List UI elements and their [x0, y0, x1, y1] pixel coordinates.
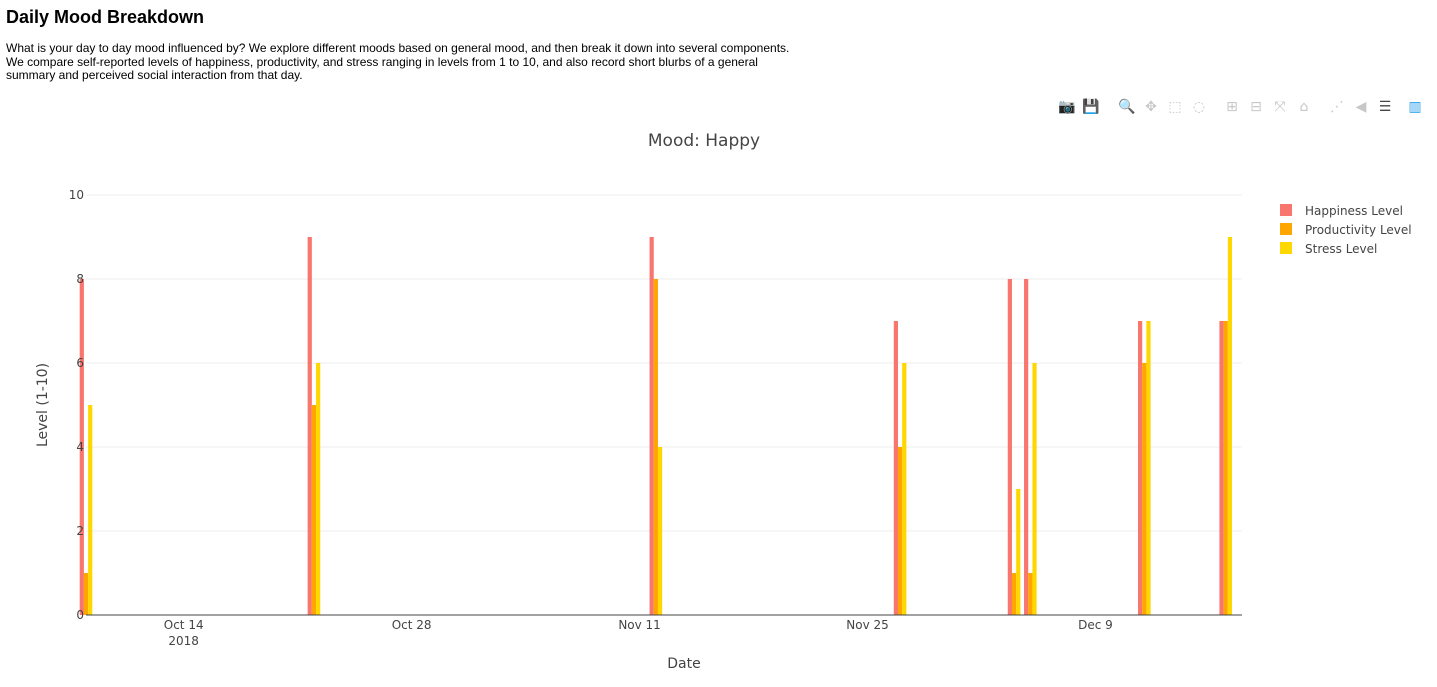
- legend-item[interactable]: Stress Level: [1280, 242, 1377, 256]
- y-tick-label: 6: [76, 356, 84, 370]
- bar-happiness-level[interactable]: [307, 237, 312, 615]
- zoom-in-icon[interactable]: ⊞: [1226, 99, 1238, 115]
- page-description: What is your day to day mood influenced …: [6, 41, 790, 82]
- y-tick-label: 2: [76, 524, 84, 538]
- hover-closest-icon[interactable]: ◀: [1355, 99, 1367, 115]
- bar-stress-level[interactable]: [1146, 321, 1151, 615]
- x-axis-label: Date: [667, 656, 700, 672]
- bar-stress-level[interactable]: [1227, 237, 1233, 615]
- y-tick-label: 8: [76, 272, 84, 286]
- legend-item[interactable]: Happiness Level: [1280, 204, 1403, 218]
- legend-label: Stress Level: [1305, 242, 1377, 256]
- legend-label: Happiness Level: [1305, 204, 1403, 218]
- bar-happiness-level[interactable]: [649, 237, 654, 615]
- hover-compare-icon[interactable]: ☰: [1378, 99, 1392, 115]
- bars-layer: [79, 237, 1233, 615]
- page-title: Daily Mood Breakdown: [6, 7, 205, 27]
- legend-swatch: [1280, 223, 1292, 235]
- page-header: Daily Mood Breakdown What is your day to…: [6, 6, 806, 83]
- bar-happiness-level[interactable]: [893, 321, 898, 615]
- bar-productivity-level[interactable]: [897, 447, 903, 615]
- plotly-logo-icon[interactable]: ▥: [1408, 99, 1422, 115]
- save-icon[interactable]: 💾: [1082, 99, 1100, 115]
- grid-lines: [86, 194, 1242, 532]
- bar-happiness-level[interactable]: [1219, 321, 1224, 615]
- y-tick-label: 10: [69, 188, 84, 202]
- x-tick-label: Oct 14: [164, 618, 204, 632]
- autoscale-icon[interactable]: ⤧: [1274, 99, 1286, 115]
- bar-stress-level[interactable]: [1016, 489, 1021, 615]
- lasso-select-icon[interactable]: ◌: [1192, 99, 1206, 115]
- legend-label: Productivity Level: [1305, 223, 1412, 237]
- home-icon[interactable]: ⌂: [1299, 99, 1309, 115]
- bar-productivity-level[interactable]: [1028, 573, 1033, 615]
- spike-lines-icon[interactable]: ⋰: [1330, 99, 1344, 115]
- x-tick-label: Nov 25: [846, 618, 889, 632]
- bar-happiness-level[interactable]: [1024, 279, 1029, 615]
- bar-stress-level[interactable]: [316, 363, 321, 615]
- bar-stress-level[interactable]: [902, 363, 907, 615]
- bar-productivity-level[interactable]: [83, 573, 89, 615]
- zoom-icon[interactable]: 🔍: [1118, 99, 1136, 115]
- bar-productivity-level[interactable]: [1011, 573, 1017, 615]
- y-axis-ticks: 0 2 4 6 8 10: [69, 188, 84, 622]
- camera-icon[interactable]: 📷: [1058, 99, 1076, 115]
- bar-productivity-level[interactable]: [311, 405, 317, 615]
- bar-happiness-level[interactable]: [1138, 321, 1143, 615]
- bar-stress-level[interactable]: [657, 447, 663, 615]
- x-tick-label: Nov 11: [618, 618, 661, 632]
- x-tick-label: Oct 28: [392, 618, 432, 632]
- bar-happiness-level[interactable]: [79, 279, 84, 615]
- pan-icon[interactable]: ✥: [1145, 99, 1157, 115]
- bar-stress-level[interactable]: [88, 405, 93, 615]
- x-tick-label: Dec 9: [1078, 618, 1113, 632]
- zoom-out-icon[interactable]: ⊟: [1250, 99, 1262, 115]
- bar-productivity-level[interactable]: [1142, 363, 1147, 615]
- x-tick-sublabel: 2018: [168, 634, 199, 648]
- bar-happiness-level[interactable]: [1007, 279, 1012, 615]
- legend-item[interactable]: Productivity Level: [1280, 223, 1412, 237]
- legend-swatch: [1280, 242, 1292, 254]
- bar-productivity-level[interactable]: [1223, 321, 1228, 615]
- x-axis-ticks: Oct 14 2018 Oct 28 Nov 11 Nov 25 Dec 9: [164, 618, 1113, 648]
- y-tick-label: 4: [76, 440, 84, 454]
- bar-chart[interactable]: 0 2 4 6 8 10 Oct 14 2018 Oct 28 Nov 11 Nov 25 Dec …: [0, 120, 1437, 682]
- bar-stress-level[interactable]: [1032, 363, 1037, 615]
- chart-legend: Happiness Level Productivity Level Stress …: [1280, 204, 1412, 256]
- box-select-icon[interactable]: ⬚: [1168, 99, 1182, 115]
- bar-productivity-level[interactable]: [653, 279, 658, 615]
- legend-swatch: [1280, 204, 1292, 216]
- chart-container: 0 2 4 6 8 10 Oct 14 2018 Oct 28 Nov 11 Nov 25 Dec …: [0, 120, 1437, 682]
- y-axis-label: Level (1-10): [35, 363, 51, 447]
- chart-title: Mood: Happy: [648, 131, 760, 151]
- y-tick-label: 0: [76, 608, 84, 622]
